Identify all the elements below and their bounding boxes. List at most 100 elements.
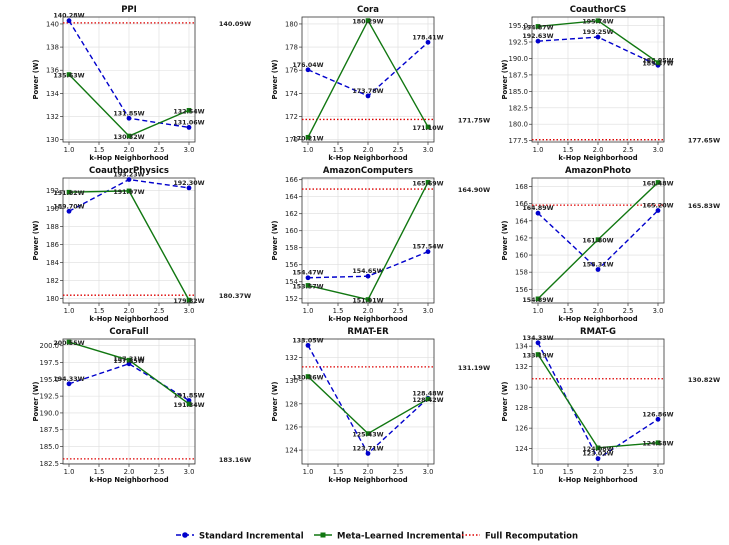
y-axis-label: Power (W) bbox=[32, 221, 40, 261]
chart-title: Cora bbox=[357, 5, 379, 15]
x-tick-label: 1.0 bbox=[64, 468, 75, 476]
y-axis-label: Power (W) bbox=[501, 221, 509, 261]
data-label-standard: 176.04W bbox=[292, 62, 323, 69]
data-point-standard bbox=[66, 18, 72, 24]
data-point-standard bbox=[595, 267, 601, 272]
data-point-standard bbox=[595, 456, 601, 462]
y-tick-label: 197.5 bbox=[40, 359, 59, 367]
chart-corafull: CoraFull182.5185.0187.5190.0192.5195.019… bbox=[32, 327, 251, 484]
y-tick-label: 162 bbox=[285, 210, 298, 218]
data-label-meta: 195.74W bbox=[582, 19, 613, 26]
x-tick-label: 2.5 bbox=[393, 307, 404, 315]
full-recomputation-label: 131.19W bbox=[458, 364, 490, 372]
data-point-meta bbox=[655, 180, 661, 185]
y-tick-label: 128 bbox=[515, 404, 528, 412]
y-tick-label: 192.5 bbox=[40, 393, 59, 401]
y-tick-label: 178 bbox=[285, 44, 298, 52]
y-tick-label: 192 bbox=[46, 187, 59, 195]
data-label-standard: 133.05W bbox=[292, 337, 323, 344]
y-axis-label: Power (W) bbox=[501, 60, 509, 100]
chart-title: RMAT-G bbox=[580, 327, 616, 337]
data-label-meta: 191.82W bbox=[53, 190, 84, 197]
data-point-standard bbox=[305, 67, 311, 73]
legend: Standard Incremental Meta-Learned Increm… bbox=[176, 532, 578, 542]
data-label-standard: 123.02W bbox=[582, 451, 613, 458]
x-tick-label: 1.5 bbox=[333, 146, 344, 154]
x-tick-label: 1.0 bbox=[533, 146, 544, 154]
data-point-meta bbox=[126, 357, 132, 363]
y-tick-label: 182 bbox=[46, 277, 59, 285]
data-label-meta: 161.80W bbox=[582, 238, 613, 245]
data-label-standard: 191.85W bbox=[173, 392, 204, 399]
y-tick-label: 164 bbox=[285, 193, 298, 201]
data-point-standard bbox=[595, 34, 601, 40]
data-point-standard bbox=[126, 177, 132, 182]
y-tick-label: 180 bbox=[46, 295, 59, 303]
x-tick-label: 1.5 bbox=[94, 468, 105, 476]
data-label-meta: 168.48W bbox=[642, 180, 673, 187]
data-label-meta: 124.58W bbox=[642, 441, 673, 448]
y-tick-label: 182.5 bbox=[509, 104, 528, 112]
y-tick-label: 187.5 bbox=[40, 426, 59, 434]
data-label-meta: 154.89W bbox=[522, 297, 553, 304]
y-tick-label: 174 bbox=[285, 90, 298, 98]
x-tick-label: 1.5 bbox=[563, 307, 574, 315]
full-recomputation-label: 180.37W bbox=[219, 292, 251, 300]
data-point-standard bbox=[655, 208, 661, 213]
x-tick-label: 1.0 bbox=[303, 468, 314, 476]
y-tick-label: 130 bbox=[515, 384, 528, 392]
data-label-standard: 123.71W bbox=[352, 445, 383, 452]
y-tick-label: 176 bbox=[285, 67, 298, 75]
data-point-meta bbox=[305, 134, 311, 140]
chart-ppi: PPI 130 132 134 136 138 140 1.0 1.5 2.0 2.5 3.0 k-Ho… bbox=[32, 5, 251, 162]
data-point-meta bbox=[595, 445, 601, 451]
x-tick-label: 1.0 bbox=[533, 307, 544, 315]
data-label-meta: 170.21W bbox=[292, 135, 323, 142]
plot-frame bbox=[531, 177, 665, 304]
chart-coauthorphysics: CoauthorPhysics 180 182 184 186 188 190 192 1.0 1… bbox=[32, 166, 251, 323]
y-tick-label: 160 bbox=[515, 252, 528, 260]
y-tick-label: 134 bbox=[515, 343, 528, 351]
y-tick-label: 190.0 bbox=[509, 55, 528, 63]
x-tick-label: 1.0 bbox=[533, 468, 544, 476]
full-recomputation-label: 140.09W bbox=[219, 20, 251, 28]
x-tick-label: 2.5 bbox=[623, 468, 634, 476]
data-point-meta bbox=[305, 283, 311, 288]
data-point-standard bbox=[305, 275, 311, 281]
x-tick-label: 2.5 bbox=[154, 307, 165, 315]
chart-amazoncomputers: AmazonComputers 152 154 156 158 160 162 164 166 1… bbox=[271, 166, 490, 323]
y-tick-label: 170 bbox=[285, 136, 298, 144]
x-axis-label: k-Hop Neighborhood bbox=[558, 476, 637, 484]
data-label-meta: 130.32W bbox=[113, 134, 144, 141]
x-axis-label: k-Hop Neighborhood bbox=[558, 154, 637, 162]
x-tick-label: 2.0 bbox=[593, 146, 604, 154]
full-recomputation-label: 183.16W bbox=[219, 456, 251, 464]
data-label-meta: 153.57W bbox=[292, 283, 323, 290]
data-point-meta bbox=[186, 297, 192, 303]
y-tick-label: 126 bbox=[515, 425, 528, 433]
data-point-meta bbox=[595, 18, 601, 23]
chart-title: RMAT-ER bbox=[347, 327, 389, 337]
x-tick-label: 1.5 bbox=[563, 146, 574, 154]
y-tick-label: 134 bbox=[46, 90, 59, 98]
data-point-standard bbox=[66, 208, 72, 214]
data-point-standard bbox=[186, 185, 192, 191]
data-point-standard bbox=[535, 340, 541, 346]
y-tick-label: 126 bbox=[285, 423, 298, 431]
data-point-meta bbox=[425, 124, 431, 130]
x-axis-label: k-Hop Neighborhood bbox=[328, 476, 407, 484]
plot-frame bbox=[301, 177, 435, 304]
chart-title: CoauthorCS bbox=[570, 5, 627, 15]
y-tick-label: 182.5 bbox=[40, 460, 59, 468]
x-tick-label: 2.0 bbox=[363, 307, 374, 315]
x-axis-label: k-Hop Neighborhood bbox=[328, 154, 407, 162]
data-label-meta: 194.87W bbox=[522, 24, 553, 31]
x-tick-label: 3.0 bbox=[653, 468, 664, 476]
chart-title: AmazonComputers bbox=[323, 166, 413, 176]
y-tick-label: 158 bbox=[515, 269, 528, 277]
y-tick-label: 190 bbox=[46, 205, 59, 213]
y-tick-label: 187.5 bbox=[509, 71, 528, 79]
data-point-meta bbox=[425, 180, 431, 185]
y-tick-label: 188 bbox=[46, 223, 59, 231]
plot-frame bbox=[301, 338, 435, 465]
